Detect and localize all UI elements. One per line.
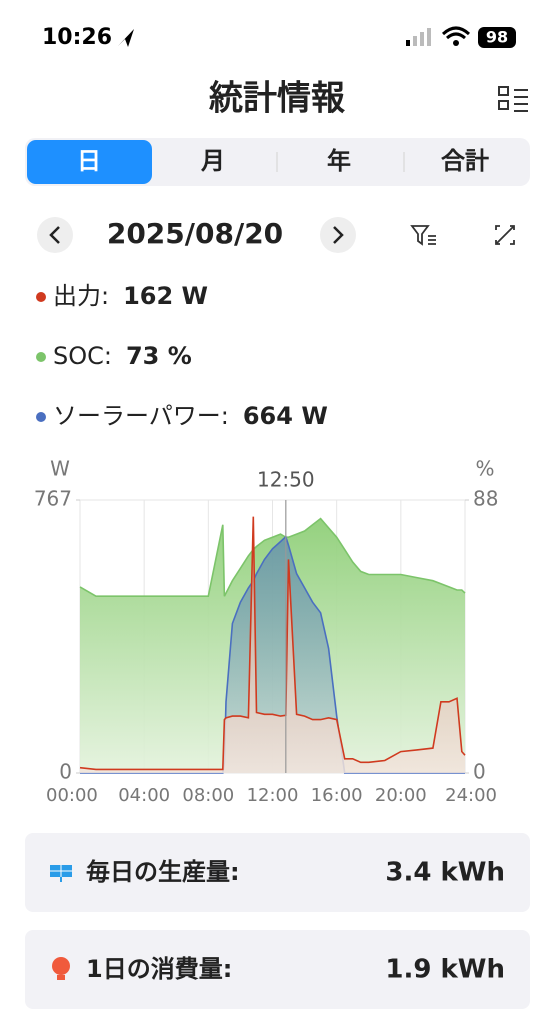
summary-card (25, 833, 530, 912)
prev-icon (49, 226, 60, 244)
y-axis-label: W (50, 457, 70, 481)
legend-label: SOC: (53, 342, 112, 370)
x-tick-label: 04:00 (118, 785, 170, 806)
legend-value: 664 W (243, 402, 328, 430)
tab-dividers (276, 152, 405, 172)
tab[interactable]: 年 (327, 147, 351, 175)
legend-label: ソーラーパワー: (53, 402, 229, 430)
y-tick-label: 767 (34, 487, 72, 511)
x-tick-label: 24:00 (445, 785, 497, 806)
x-tick-label: 16:00 (311, 785, 363, 806)
y2-tick-label: 88 (473, 487, 498, 511)
tab[interactable]: 合計 (441, 147, 489, 175)
status-time: 10:26 (42, 25, 112, 50)
solar-icon (50, 865, 72, 882)
page-title: 統計情報 (209, 79, 346, 119)
x-tick-label: 12:00 (247, 785, 299, 806)
prev-button[interactable] (37, 217, 73, 253)
next-button[interactable] (320, 217, 356, 253)
next-icon (333, 226, 344, 244)
signal-icon (406, 28, 431, 46)
y2-tick-label: 0 (473, 760, 486, 784)
summary-card (25, 930, 530, 1009)
expand-button[interactable] (495, 225, 515, 245)
y-tick-label: 0 (59, 760, 72, 784)
legend-dot (36, 412, 46, 422)
cursor-label: 12:50 (257, 468, 315, 492)
summary-label: 毎日の生産量: (86, 858, 240, 886)
summary-label: 1日の消費量: (86, 955, 232, 983)
summary-value: 1.9 kWh (385, 955, 505, 985)
date: 2025/08/20 (107, 217, 283, 250)
location-icon (118, 29, 134, 47)
summary-value: 3.4 kWh (385, 858, 505, 888)
wifi-dot (453, 40, 459, 46)
legend-dot (36, 292, 46, 302)
legend-label: 出力: (53, 282, 109, 310)
legend-value: 73 % (126, 342, 192, 370)
area-fill (80, 536, 465, 773)
x-tick-label: 20:00 (375, 785, 427, 806)
tab[interactable]: 日 (77, 147, 101, 175)
filter-button[interactable] (410, 225, 436, 246)
list-button[interactable] (498, 86, 528, 112)
battery-icon (478, 27, 516, 48)
legend-dot (36, 352, 46, 362)
y2-axis-label: % (475, 457, 494, 481)
area-fill (80, 516, 465, 773)
tab-selected[interactable] (27, 140, 152, 184)
battery-level: 98 (486, 28, 508, 47)
bulb-icon (52, 957, 70, 980)
wifi-icon (441, 26, 471, 40)
x-tick-label: 00:00 (46, 785, 98, 806)
tab[interactable]: 月 (200, 147, 225, 175)
legend-value: 162 W (123, 282, 208, 310)
x-tick-label: 08:00 (182, 785, 234, 806)
